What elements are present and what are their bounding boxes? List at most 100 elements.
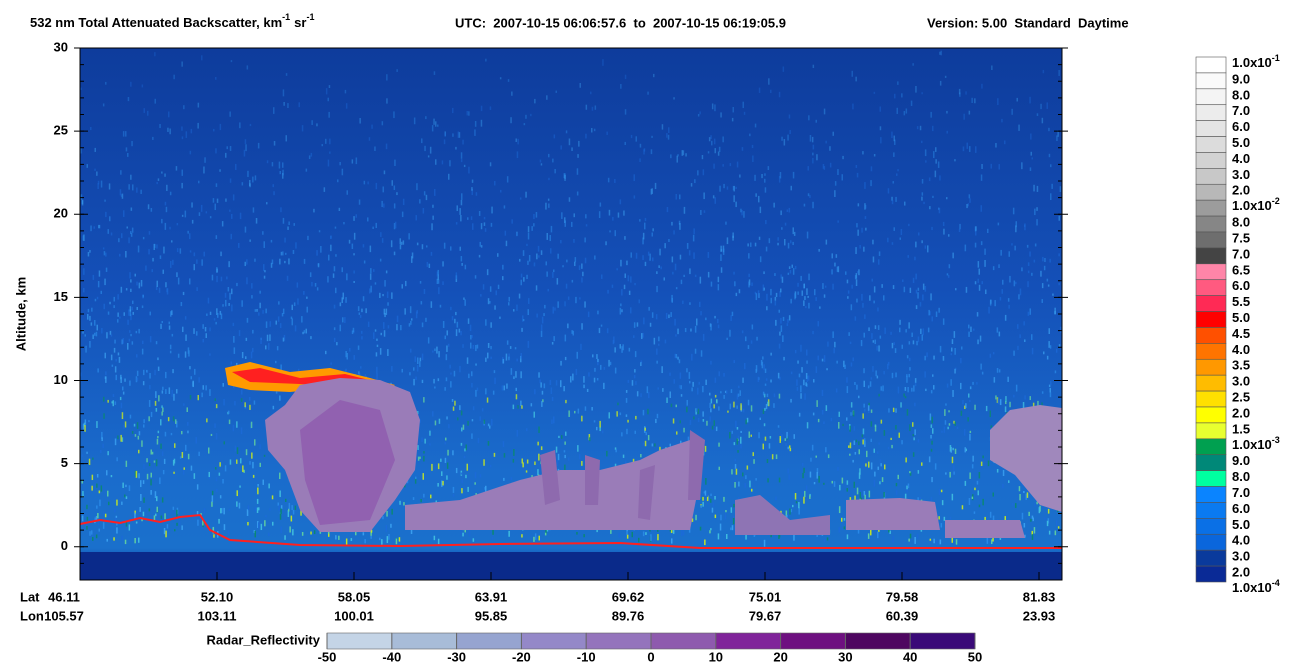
- texture-speck: [285, 498, 287, 502]
- texture-speck: [824, 285, 827, 288]
- texture-speck: [998, 331, 1001, 337]
- texture-speck: [769, 436, 772, 439]
- texture-speck: [328, 111, 330, 118]
- texture-speck: [678, 359, 681, 364]
- texture-speck: [279, 513, 282, 520]
- texture-speck: [241, 182, 244, 186]
- texture-speck: [913, 437, 915, 441]
- texture-speck: [226, 276, 228, 280]
- texture-speck: [353, 232, 356, 240]
- texture-speck: [969, 386, 972, 390]
- texture-speck: [700, 210, 702, 215]
- texture-speck: [850, 304, 853, 311]
- texture-speck: [635, 252, 638, 259]
- y-tick-label: 5: [61, 455, 68, 470]
- texture-speck: [990, 425, 993, 428]
- texture-speck: [940, 50, 942, 56]
- texture-speck: [798, 507, 800, 515]
- texture-speck: [642, 409, 645, 416]
- texture-speck: [104, 199, 106, 202]
- texture-speck: [401, 211, 404, 218]
- texture-speck: [642, 332, 644, 338]
- texture-speck: [852, 357, 854, 362]
- texture-speck: [906, 374, 908, 378]
- texture-speck: [393, 223, 396, 230]
- texture-speck: [980, 461, 983, 467]
- texture-speck: [780, 317, 782, 324]
- texture-speck: [443, 139, 446, 145]
- colorbar-swatch: [1195, 549, 1227, 567]
- texture-speck: [745, 533, 747, 540]
- texture-speck: [961, 505, 964, 510]
- texture-speck: [433, 535, 436, 541]
- texture-speck: [291, 505, 293, 511]
- texture-speck: [1016, 97, 1018, 102]
- texture-speck: [942, 221, 945, 227]
- texture-speck: [174, 529, 176, 532]
- texture-speck: [585, 104, 588, 110]
- texture-speck: [690, 328, 692, 332]
- texture-speck: [777, 425, 780, 428]
- texture-speck: [474, 472, 477, 479]
- texture-speck: [127, 97, 130, 102]
- colorbar-label: 6.0: [1232, 501, 1250, 516]
- texture-speck: [849, 341, 852, 345]
- texture-speck: [625, 390, 628, 393]
- texture-speck: [305, 168, 308, 172]
- texture-speck: [491, 537, 493, 540]
- texture-speck: [153, 460, 156, 463]
- texture-speck: [876, 375, 879, 379]
- texture-speck: [303, 330, 306, 334]
- radar-tick-label: -20: [512, 649, 531, 664]
- texture-speck: [780, 288, 782, 293]
- texture-speck: [718, 442, 720, 447]
- texture-speck: [196, 511, 199, 516]
- texture-speck: [97, 281, 100, 288]
- texture-speck: [102, 522, 105, 529]
- texture-speck: [898, 432, 900, 438]
- texture-speck: [797, 360, 799, 364]
- texture-speck: [664, 243, 666, 249]
- texture-speck: [155, 408, 158, 412]
- texture-speck: [230, 233, 232, 240]
- texture-speck: [849, 453, 851, 456]
- colorbar-label: 8.0: [1232, 87, 1250, 102]
- texture-speck: [628, 290, 631, 296]
- texture-speck: [821, 410, 824, 415]
- texture-speck: [111, 364, 114, 367]
- texture-speck: [419, 357, 422, 362]
- texture-speck: [1028, 511, 1030, 517]
- texture-speck: [489, 425, 491, 429]
- texture-speck: [176, 420, 178, 428]
- texture-speck: [710, 493, 712, 497]
- texture-speck: [789, 270, 792, 274]
- texture-speck: [225, 299, 227, 307]
- texture-speck: [638, 299, 640, 304]
- texture-speck: [605, 241, 607, 246]
- texture-speck: [919, 497, 922, 504]
- texture-speck: [816, 154, 818, 161]
- texture-speck: [700, 505, 702, 508]
- texture-speck: [747, 243, 749, 247]
- texture-speck: [1022, 402, 1025, 409]
- texture-speck: [256, 498, 259, 504]
- texture-speck: [656, 271, 658, 274]
- texture-speck: [947, 426, 949, 430]
- texture-speck: [914, 402, 916, 407]
- texture-speck: [639, 219, 641, 222]
- texture-speck: [159, 477, 161, 485]
- texture-speck: [862, 439, 864, 445]
- texture-speck: [101, 437, 103, 441]
- texture-speck: [80, 87, 82, 90]
- texture-speck: [112, 400, 114, 407]
- texture-speck: [125, 460, 128, 467]
- texture-speck: [863, 368, 865, 374]
- texture-speck: [211, 490, 214, 496]
- texture-speck: [1042, 256, 1044, 262]
- texture-speck: [155, 286, 158, 291]
- texture-speck: [96, 474, 99, 478]
- texture-speck: [345, 351, 347, 358]
- texture-speck: [584, 406, 587, 411]
- texture-speck: [1015, 221, 1017, 228]
- texture-speck: [417, 445, 419, 451]
